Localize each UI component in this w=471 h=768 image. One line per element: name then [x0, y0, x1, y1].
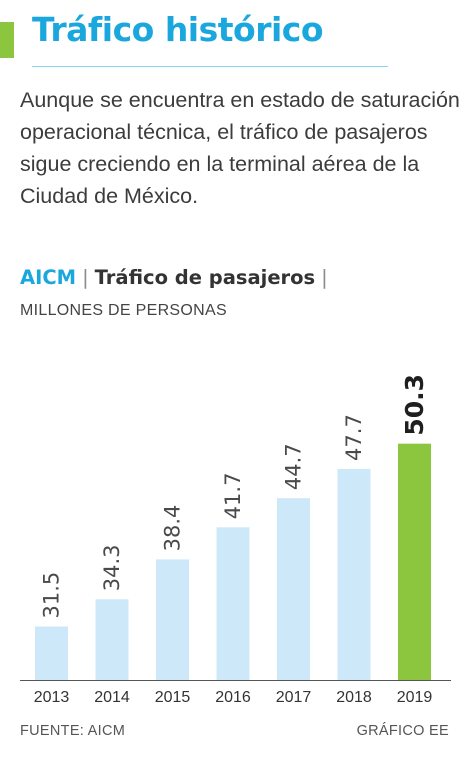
x-tick-label-2015: 2015 [155, 689, 191, 706]
heading-separator: | [82, 266, 89, 289]
bar-2014 [95, 599, 129, 680]
data-label-2018: 47.7 [342, 414, 366, 461]
x-tick-label-2017: 2017 [276, 689, 312, 706]
source-note: FUENTE: AICM [20, 723, 126, 739]
data-label-2016: 41.7 [221, 473, 245, 520]
data-label-2019: 50.3 [400, 374, 429, 436]
x-tick-label-2016: 2016 [215, 689, 251, 706]
data-label-2013: 31.5 [40, 572, 64, 619]
title-divider [32, 66, 388, 67]
chart-source-label: AICM [20, 266, 77, 289]
x-tick-label-2013: 2013 [34, 689, 70, 706]
bar-2019 [398, 443, 431, 680]
x-tick-label-2019: 2019 [397, 689, 433, 706]
x-tick-label-2018: 2018 [336, 689, 372, 706]
accent-bar [0, 22, 14, 58]
bar-2017 [277, 498, 310, 680]
credit-note: GRÁFICO EE [356, 723, 449, 739]
page-title: Tráfico histórico [32, 10, 324, 49]
chart-units-label: MILLONES DE PERSONAS [20, 302, 227, 319]
data-label-2014: 34.3 [100, 545, 124, 592]
x-tick-label-2014: 2014 [94, 689, 130, 706]
bar-2013 [35, 626, 68, 680]
chart-heading: AICM | Tráfico de pasajeros | [20, 264, 334, 292]
passenger-traffic-chart: 31.5 2013 34.3 2014 38.4 2015 41.7 2016 44.7 2017… [20, 374, 451, 706]
data-label-2015: 38.4 [161, 505, 185, 552]
bar-2018 [337, 468, 371, 680]
intro-text: Aunque se encuentra en estado de saturac… [20, 88, 460, 208]
bar-2015 [156, 559, 189, 680]
chart-title: Tráfico de pasajeros [94, 266, 316, 289]
heading-separator-end: | [321, 266, 328, 289]
data-label-2017: 44.7 [282, 443, 306, 490]
bar-2016 [216, 527, 250, 680]
